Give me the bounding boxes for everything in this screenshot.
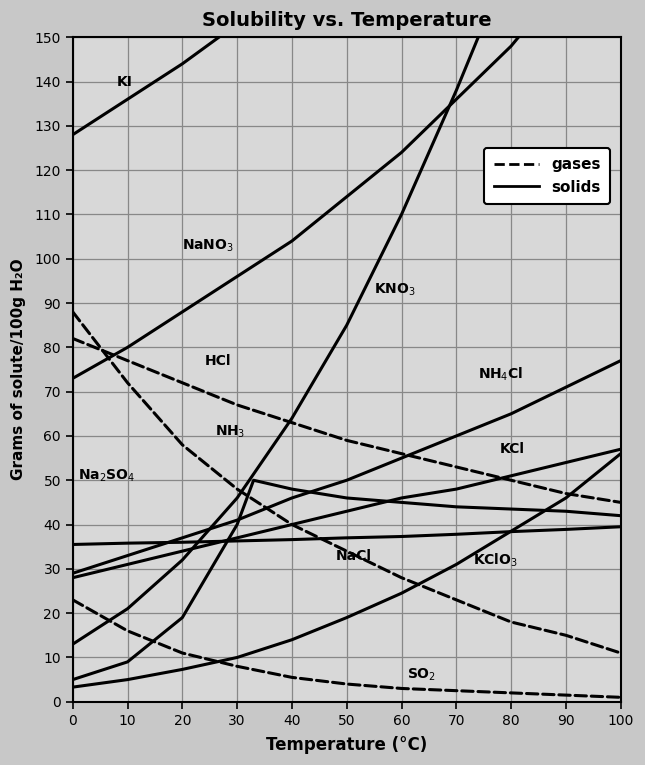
Text: KNO$_3$: KNO$_3$ bbox=[374, 282, 416, 298]
Text: NH$_3$: NH$_3$ bbox=[215, 423, 246, 440]
Text: HCl: HCl bbox=[204, 353, 231, 368]
Text: NH$_4$Cl: NH$_4$Cl bbox=[478, 365, 524, 382]
Text: NaCl: NaCl bbox=[336, 549, 372, 562]
Title: Solubility vs. Temperature: Solubility vs. Temperature bbox=[202, 11, 491, 30]
X-axis label: Temperature (°C): Temperature (°C) bbox=[266, 736, 428, 754]
Y-axis label: Grams of solute/100g H₂O: Grams of solute/100g H₂O bbox=[11, 259, 26, 480]
Text: Na$_2$SO$_4$: Na$_2$SO$_4$ bbox=[78, 467, 135, 484]
Text: KCl: KCl bbox=[500, 442, 525, 456]
Text: KI: KI bbox=[117, 74, 132, 89]
Text: SO$_2$: SO$_2$ bbox=[407, 667, 436, 683]
Legend: gases, solids: gases, solids bbox=[484, 148, 610, 203]
Text: KClO$_3$: KClO$_3$ bbox=[473, 552, 518, 568]
Text: NaNO$_3$: NaNO$_3$ bbox=[183, 237, 234, 254]
